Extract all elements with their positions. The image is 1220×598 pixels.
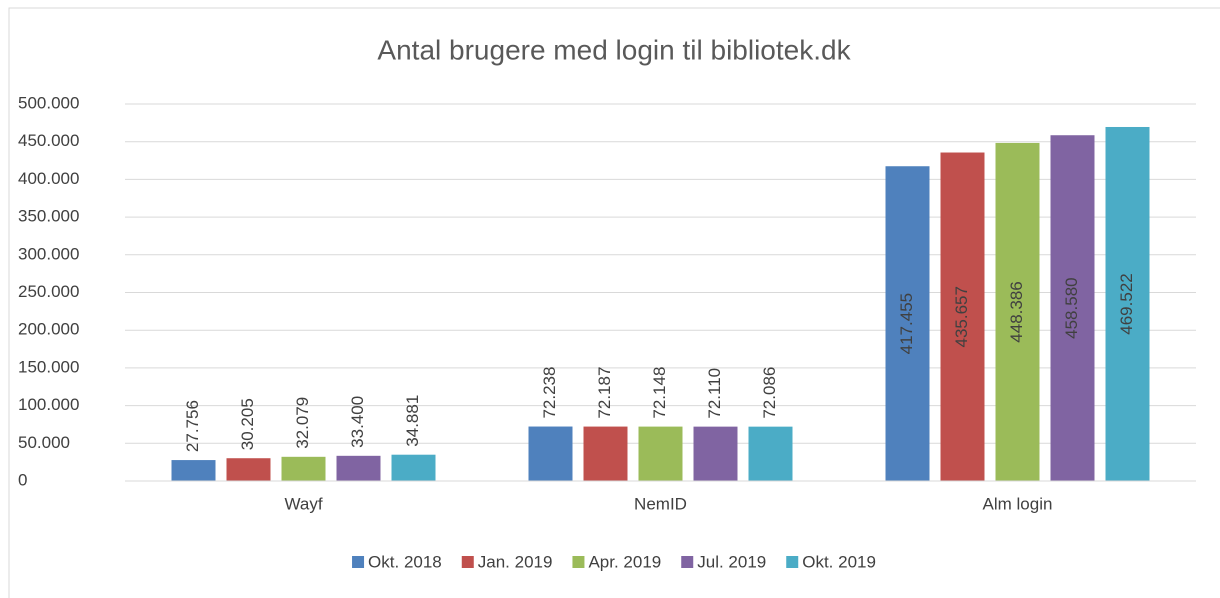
y-tick-label: 100.000 (18, 395, 79, 414)
legend-swatch (572, 556, 585, 568)
bar (693, 426, 738, 481)
data-label: 30.205 (238, 398, 257, 450)
data-label: 34.881 (403, 395, 422, 447)
bar (226, 458, 271, 481)
data-label: 469.522 (1117, 273, 1136, 334)
y-tick-label: 350.000 (18, 207, 79, 226)
data-label: 458.580 (1062, 277, 1081, 338)
data-label: 27.756 (183, 400, 202, 452)
legend-swatch (786, 556, 799, 568)
chart-title: Antal brugere med login til bibliotek.dk (377, 34, 851, 65)
bar (391, 454, 436, 481)
bar (171, 460, 216, 481)
data-label: 72.187 (595, 367, 614, 419)
bar (1105, 126, 1150, 482)
x-tick-label: NemID (634, 494, 687, 513)
y-tick-label: 250.000 (18, 282, 79, 301)
legend-swatch (352, 556, 365, 568)
y-tick-label: 150.000 (18, 357, 79, 376)
legend-swatch (681, 556, 694, 568)
bar (1050, 135, 1095, 481)
data-label: 72.148 (650, 367, 669, 419)
bar (995, 142, 1040, 481)
data-label: 448.386 (1007, 281, 1026, 342)
bar (940, 152, 985, 481)
legend-swatch (461, 556, 474, 568)
y-tick-label: 200.000 (18, 320, 79, 339)
x-tick-label: Alm login (983, 494, 1053, 513)
bar (748, 426, 793, 481)
bar (336, 455, 381, 481)
data-label: 33.400 (348, 396, 367, 448)
bar (885, 166, 930, 481)
bar (528, 426, 573, 481)
y-tick-label: 300.000 (18, 244, 79, 263)
chart-border (8, 7, 1220, 598)
legend-label: Jan. 2019 (478, 552, 553, 571)
data-label: 72.110 (705, 368, 724, 419)
y-tick-label: 0 (18, 470, 27, 489)
bar (281, 456, 326, 481)
legend-label: Apr. 2019 (588, 552, 661, 571)
y-tick-label: 50.000 (18, 433, 70, 452)
x-tick-label: Wayf (284, 494, 322, 513)
y-tick-label: 500.000 (18, 93, 79, 112)
data-label: 435.657 (952, 286, 971, 347)
data-label: 72.238 (540, 367, 559, 419)
bar (638, 426, 683, 481)
legend-label: Jul. 2019 (697, 552, 766, 571)
legend-label: Okt. 2019 (802, 552, 876, 571)
y-tick-label: 400.000 (18, 169, 79, 188)
bar (583, 426, 628, 481)
y-tick-label: 450.000 (18, 131, 79, 150)
data-label: 72.086 (760, 367, 779, 419)
data-label: 417.455 (897, 293, 916, 354)
legend-label: Okt. 2018 (368, 552, 442, 571)
data-label: 32.079 (293, 397, 312, 449)
